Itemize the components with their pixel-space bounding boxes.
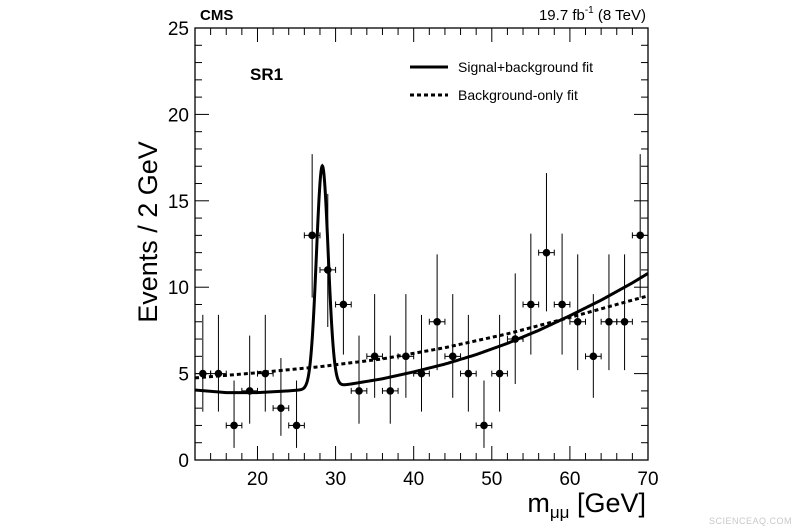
data-marker [386,387,395,395]
data-point [553,233,571,355]
y-tick-label: 15 [168,192,189,213]
data-point [569,254,587,371]
data-point [491,314,508,412]
data-point [475,380,493,448]
data-marker [620,317,629,326]
x-tick-label: 50 [481,469,502,490]
data-marker [199,369,207,378]
data-marker [214,369,223,378]
data-marker [339,300,348,309]
data-point [272,358,290,436]
data-point [210,314,227,412]
legend-label-signal: Signal+background fit [458,59,593,75]
data-point [538,173,555,312]
x-tick-label: 70 [637,469,658,490]
data-marker [245,387,254,395]
legend-label-background: Background-only fit [458,87,578,103]
data-point [413,314,430,412]
data-marker [480,421,488,430]
y-tick-label: 5 [178,365,189,386]
y-tick-label: 0 [178,451,189,472]
data-marker [605,317,613,326]
data-point [506,273,524,384]
legend: Signal+background fit Background-only fi… [410,59,593,103]
x-axis-label-var: m [527,488,550,518]
data-marker [527,300,535,309]
experiment-label: CMS [200,7,233,24]
data-marker [589,352,598,361]
y-tick-label: 20 [168,105,189,126]
data-marker [558,300,566,309]
data-marker [292,421,301,430]
data-point [381,335,399,424]
y-axis-label: Events / 2 GeV [133,141,163,323]
data-point [288,380,305,448]
data-point [428,254,446,371]
data-point [241,335,258,424]
data-marker [636,231,644,240]
data-point [225,380,243,448]
x-axis-label-unit: [GeV] [569,488,646,518]
data-marker [261,369,270,378]
data-point [600,254,618,371]
lumi-exponent: -1 [585,5,594,16]
data-marker [402,352,410,361]
data-marker [230,421,238,430]
data-marker [511,335,520,343]
data-point [335,233,352,355]
data-point [397,294,415,398]
x-tick-label: 60 [559,469,580,490]
data-point [194,314,212,412]
data-marker [355,387,363,395]
lumi-label: 19.7 fb-1 (8 TeV) [539,5,646,24]
data-point [303,154,321,298]
lumi-value: 19.7 fb [539,7,585,24]
x-axis-label: mμμ [GeV] [527,488,646,522]
data-marker [370,352,379,361]
data-marker [448,352,457,361]
data-point [319,193,337,327]
data-marker [464,369,473,378]
data-point [522,233,540,355]
x-tick-label: 30 [325,469,346,490]
data-point [616,254,633,371]
data-marker [277,404,285,412]
axis-ticks: 20 30 40 50 60 70 0 5 10 15 20 25 [168,19,659,490]
data-point [631,154,649,298]
data-marker [308,231,316,240]
y-tick-label: 25 [168,19,189,40]
energy-label: (8 TeV) [594,7,646,24]
data-marker [573,317,582,326]
data-marker [542,248,551,257]
x-tick-label: 20 [247,469,268,490]
data-points [194,154,649,448]
data-marker [495,369,504,378]
data-point [366,294,383,398]
data-marker [417,369,426,378]
data-marker [323,266,332,274]
data-marker [433,317,441,326]
data-point [350,335,368,424]
x-axis-label-sub: μμ [550,503,570,522]
data-point [460,314,477,412]
data-point [585,294,602,398]
plot-frame [194,27,649,461]
y-tick-label: 10 [168,278,189,299]
x-tick-label: 40 [403,469,424,490]
data-point [444,294,462,398]
watermark-text: SCIENCEAQ.COM [708,516,792,526]
region-label: SR1 [250,65,283,84]
data-point [256,314,274,412]
